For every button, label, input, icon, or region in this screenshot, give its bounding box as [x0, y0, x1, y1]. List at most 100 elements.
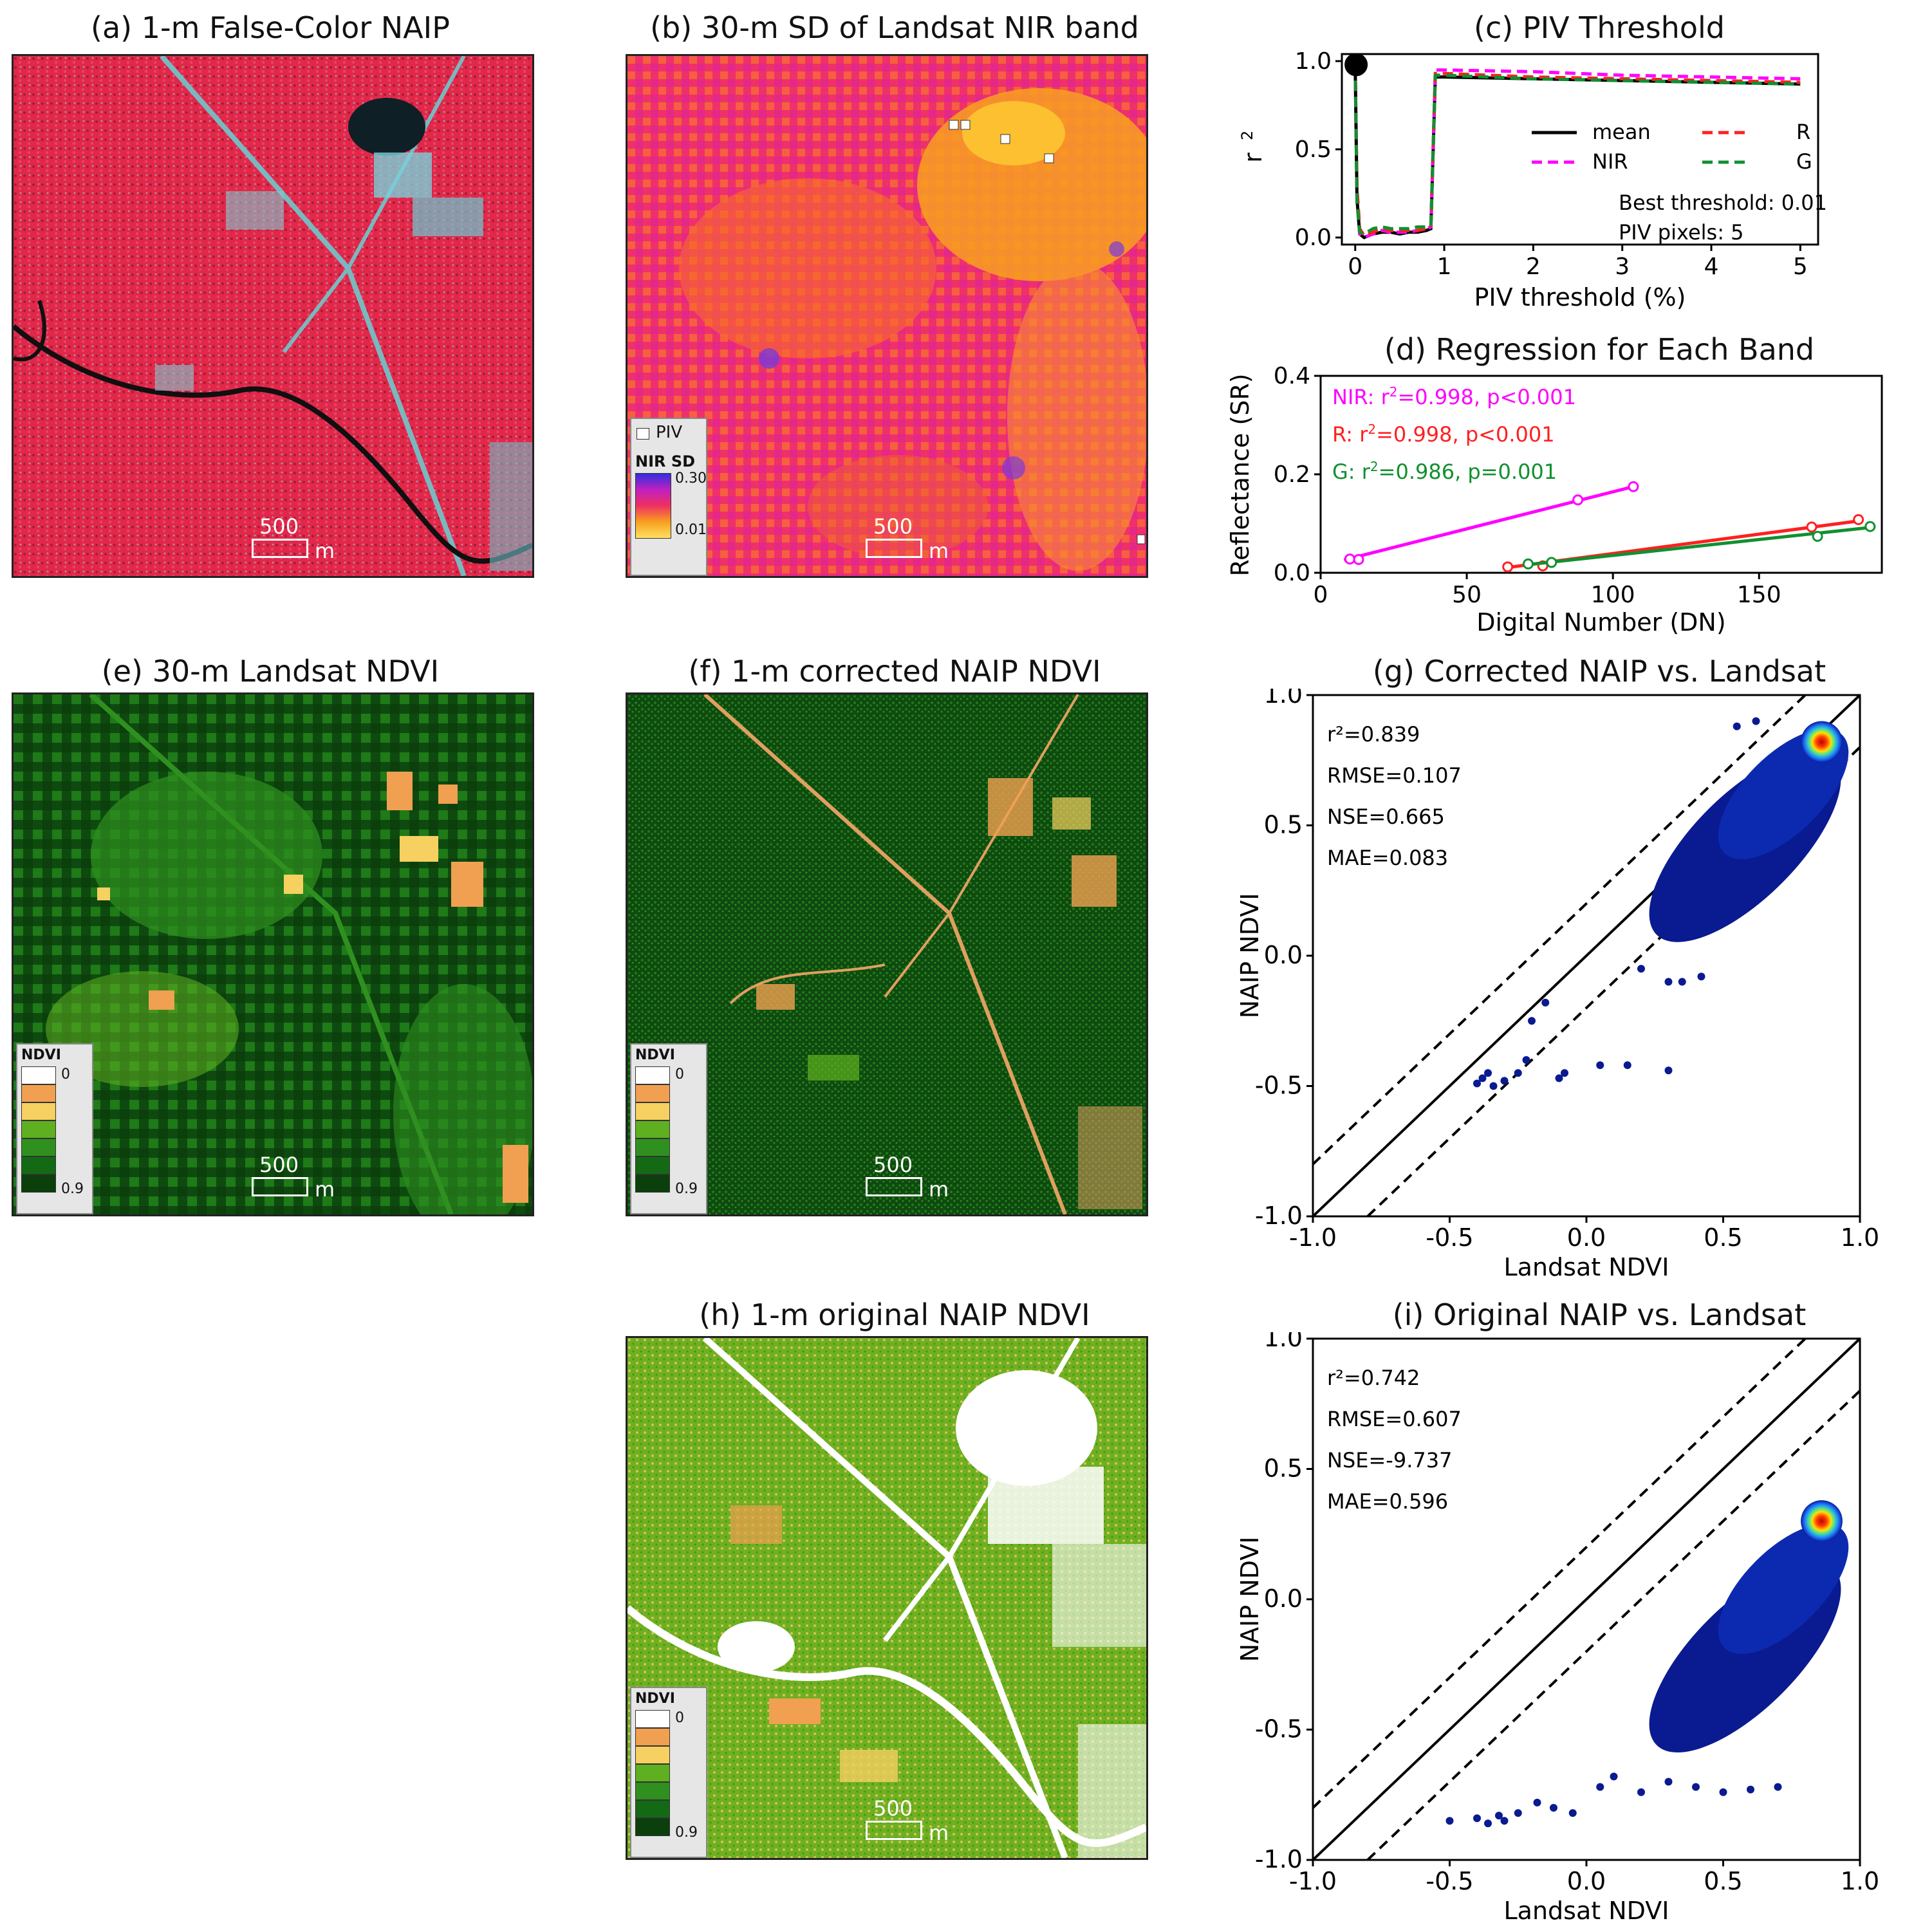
- panel-d-title: (d) Regression for Each Band: [1384, 332, 1815, 367]
- outlier-point: [1445, 1817, 1454, 1825]
- outlier-point: [1637, 965, 1645, 973]
- x-tick-label: 1.0: [1841, 1223, 1879, 1252]
- x-tick-label: 5: [1793, 254, 1808, 280]
- data-point-G: [1864, 521, 1876, 532]
- x-tick-label: 0.0: [1567, 1223, 1606, 1252]
- ndvi-legend-min: 0: [675, 1710, 684, 1726]
- ndvi-legend-swatches: [635, 1710, 670, 1836]
- outlier-point: [1478, 1074, 1487, 1082]
- piv-legend-marker: [637, 428, 649, 440]
- data-point-NIR: [1344, 553, 1355, 565]
- ndvi-legend-title: NDVI: [635, 1691, 675, 1707]
- original-naip-ndvi-map: NDVI 0 0.9 500 m: [626, 1336, 1148, 1860]
- outlier-point: [1719, 1788, 1727, 1796]
- outlier-point: [1733, 722, 1741, 730]
- outlier-point: [1637, 1788, 1645, 1796]
- panel-a-title: (a) 1-m False-Color NAIP: [91, 10, 450, 45]
- regression-stats-values: =0.998, p<0.001: [1397, 385, 1576, 409]
- ndvi-legend-min: 0: [675, 1066, 684, 1082]
- regression-stats-NIR: NIR: r2=0.998, p<0.001: [1332, 384, 1576, 409]
- regression-stats-prefix: R: r: [1332, 422, 1368, 447]
- outlier-point: [1697, 972, 1705, 981]
- ndvi-legend-f: NDVI 0 0.9: [630, 1043, 707, 1214]
- ndvi-legend-swatch: [21, 1175, 56, 1193]
- ndvi-legend-swatches: [21, 1066, 56, 1193]
- outlier-point: [1528, 1017, 1536, 1025]
- x-tick-label: 1: [1437, 254, 1452, 280]
- naip-false-color-map: 500 m: [12, 54, 534, 578]
- density-hot-spot: [1801, 1500, 1843, 1542]
- plot-area: [1313, 1339, 1860, 1860]
- x-tick-label: 3: [1615, 254, 1630, 280]
- scale-bar-unit: m: [315, 1177, 335, 1202]
- legend-label-R: R: [1796, 120, 1810, 144]
- outlier-point: [1495, 1812, 1503, 1820]
- panel-e-title: (e) 30-m Landsat NDVI: [101, 654, 440, 689]
- ndvi-legend-min: 0: [61, 1066, 70, 1082]
- data-point-G: [1522, 558, 1534, 570]
- density-hot-spot: [1801, 721, 1843, 763]
- outlier-point: [1514, 1809, 1522, 1817]
- ndvi-legend-max: 0.9: [675, 1181, 698, 1197]
- x-tick-label: 0.5: [1704, 1867, 1742, 1895]
- ndvi-legend-swatch: [635, 1710, 670, 1728]
- y-tick-label: 0.4: [1274, 363, 1310, 389]
- outlier-point: [1473, 1079, 1481, 1088]
- regression-stats-R: R: r2=0.998, p<0.001: [1332, 422, 1555, 447]
- outlier-point: [1522, 1056, 1530, 1064]
- panel-h-title: (h) 1-m original NAIP NDVI: [699, 1297, 1090, 1332]
- outlier-point: [1596, 1061, 1604, 1070]
- series-line-R: [1353, 64, 1801, 238]
- ndvi-legend-swatch: [635, 1066, 670, 1084]
- outlier-point: [1561, 1069, 1568, 1077]
- y-tick-label: 1.0: [1264, 689, 1303, 709]
- scale-bar-box: [252, 539, 308, 558]
- ndvi-legend-h: NDVI 0 0.9: [630, 1687, 707, 1858]
- x-tick-label: 0: [1348, 254, 1362, 280]
- ndvi-legend-swatch: [635, 1728, 670, 1746]
- y-axis-label-superscript: 2: [1238, 131, 1256, 140]
- best-threshold-marker: [1344, 53, 1368, 77]
- data-point-R: [1853, 514, 1864, 525]
- legend-label-G: G: [1796, 149, 1812, 174]
- scale-bar-unit: m: [315, 539, 335, 563]
- landsat-ndvi-map: NDVI 0 0.9 500 m: [12, 692, 534, 1216]
- piv-pixels-annotation: PIV pixels: 5: [1619, 220, 1744, 245]
- ndvi-legend-e: NDVI 0 0.9: [16, 1043, 93, 1214]
- ndvi-legend-swatch: [635, 1782, 670, 1800]
- panel-g-title: (g) Corrected NAIP vs. Landsat: [1372, 654, 1826, 689]
- x-tick-label: 1.0: [1841, 1867, 1879, 1895]
- outlier-point: [1774, 1783, 1782, 1791]
- stats-text: MAE=0.596: [1327, 1489, 1448, 1514]
- y-tick-label: -0.5: [1255, 1715, 1303, 1743]
- chart-corrected-vs-landsat: -1.0 -0.5 0.0 0.5 1.0 -1.0 -0.5 0.0 0.5 1.0 r²=0.8…: [1236, 689, 1879, 1281]
- lower-bound-line: [1366, 1389, 1860, 1860]
- ndvi-legend-swatch: [21, 1084, 56, 1102]
- y-axis-label: r: [1239, 153, 1267, 163]
- stats-text: MAE=0.083: [1327, 846, 1448, 870]
- stats-text: r²=0.839: [1327, 722, 1420, 747]
- y-tick-label: -1.0: [1255, 1202, 1303, 1230]
- ndvi-legend-swatch: [635, 1120, 670, 1138]
- x-tick-label: 4: [1704, 254, 1719, 280]
- outlier-point: [1664, 1778, 1673, 1786]
- outlier-point: [1555, 1074, 1563, 1082]
- nir-sd-colorbar: [635, 473, 671, 539]
- x-tick-label: 100: [1591, 582, 1635, 608]
- data-point-G: [1546, 557, 1557, 568]
- ndvi-legend-swatch: [635, 1764, 670, 1782]
- regression-line-G: [1525, 526, 1871, 567]
- y-tick-label: -1.0: [1255, 1845, 1303, 1873]
- scale-bar-value: 500: [259, 1153, 299, 1177]
- nir-sd-max-label: 0.30: [675, 470, 707, 487]
- regression-line-NIR: [1343, 485, 1634, 562]
- scale-bar-box: [866, 1177, 922, 1196]
- scale-bar-unit: m: [929, 539, 949, 563]
- scale-bar-box: [252, 1177, 308, 1196]
- outlier-point: [1752, 717, 1760, 725]
- legend-label-mean: mean: [1592, 120, 1651, 144]
- data-point-NIR: [1572, 494, 1584, 506]
- x-tick-label: -1.0: [1289, 1867, 1337, 1895]
- outlier-point: [1678, 978, 1686, 986]
